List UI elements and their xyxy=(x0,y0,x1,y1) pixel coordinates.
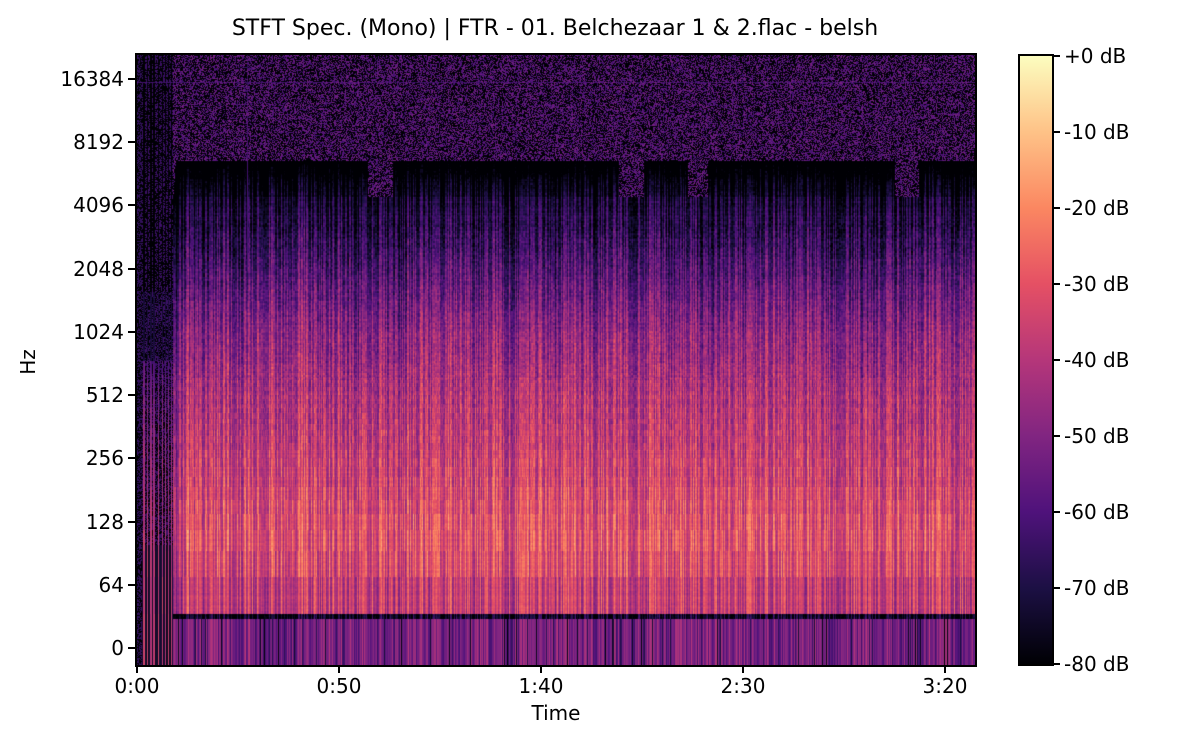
colorbar-tick-mark xyxy=(1054,359,1060,361)
x-tick-label: 3:20 xyxy=(922,674,968,698)
chart-title: STFT Spec. (Mono) | FTR - 01. Belchezaar… xyxy=(231,16,879,41)
plot-area xyxy=(135,53,977,667)
x-axis-label: Time xyxy=(531,701,581,725)
colorbar-tick-mark xyxy=(1054,131,1060,133)
y-tick-label: 1024 xyxy=(73,320,124,344)
colorbar-tick-label: -20 dB xyxy=(1064,196,1130,220)
colorbar-tick-label: -80 dB xyxy=(1064,652,1130,676)
y-tick-mark xyxy=(128,647,135,649)
y-tick-label: 4096 xyxy=(73,193,124,217)
y-tick-mark xyxy=(128,394,135,396)
x-tick-mark xyxy=(338,667,340,673)
colorbar-tick-label: -60 dB xyxy=(1064,500,1130,524)
colorbar-tick-mark xyxy=(1054,511,1060,513)
y-tick-mark xyxy=(128,204,135,206)
x-tick-mark xyxy=(944,667,946,673)
colorbar-tick-label: -30 dB xyxy=(1064,272,1130,296)
y-tick-mark xyxy=(128,78,135,80)
y-tick-mark xyxy=(128,268,135,270)
colorbar-tick-label: -50 dB xyxy=(1064,424,1130,448)
y-tick-mark xyxy=(128,584,135,586)
colorbar-tick-label: -10 dB xyxy=(1064,120,1130,144)
colorbar-tick-label: -70 dB xyxy=(1064,576,1130,600)
colorbar-tick-mark xyxy=(1054,55,1060,57)
colorbar-tick-label: -40 dB xyxy=(1064,348,1130,372)
colorbar-gradient xyxy=(1018,54,1054,666)
y-tick-label: 64 xyxy=(98,573,124,597)
colorbar-tick-mark xyxy=(1054,587,1060,589)
colorbar-tick-mark xyxy=(1054,283,1060,285)
x-tick-label: 0:00 xyxy=(114,674,160,698)
y-tick-mark xyxy=(128,331,135,333)
x-tick-mark xyxy=(136,667,138,673)
y-tick-label: 16384 xyxy=(60,67,124,91)
colorbar-tick-mark xyxy=(1054,207,1060,209)
y-tick-label: 8192 xyxy=(73,130,124,154)
y-tick-label: 0 xyxy=(111,636,124,660)
spectrogram-canvas xyxy=(137,55,975,665)
x-tick-label: 1:40 xyxy=(518,674,564,698)
y-tick-mark xyxy=(128,457,135,459)
x-tick-mark xyxy=(742,667,744,673)
x-tick-mark xyxy=(540,667,542,673)
y-tick-label: 256 xyxy=(85,446,124,470)
y-tick-label: 2048 xyxy=(73,257,124,281)
x-tick-label: 2:30 xyxy=(720,674,766,698)
y-tick-mark xyxy=(128,141,135,143)
y-tick-mark xyxy=(128,521,135,523)
colorbar-tick-mark xyxy=(1054,663,1060,665)
y-tick-label: 128 xyxy=(85,510,124,534)
colorbar-tick-mark xyxy=(1054,435,1060,437)
x-tick-label: 0:50 xyxy=(316,674,362,698)
y-tick-label: 512 xyxy=(85,383,124,407)
colorbar-tick-label: +0 dB xyxy=(1064,44,1127,68)
